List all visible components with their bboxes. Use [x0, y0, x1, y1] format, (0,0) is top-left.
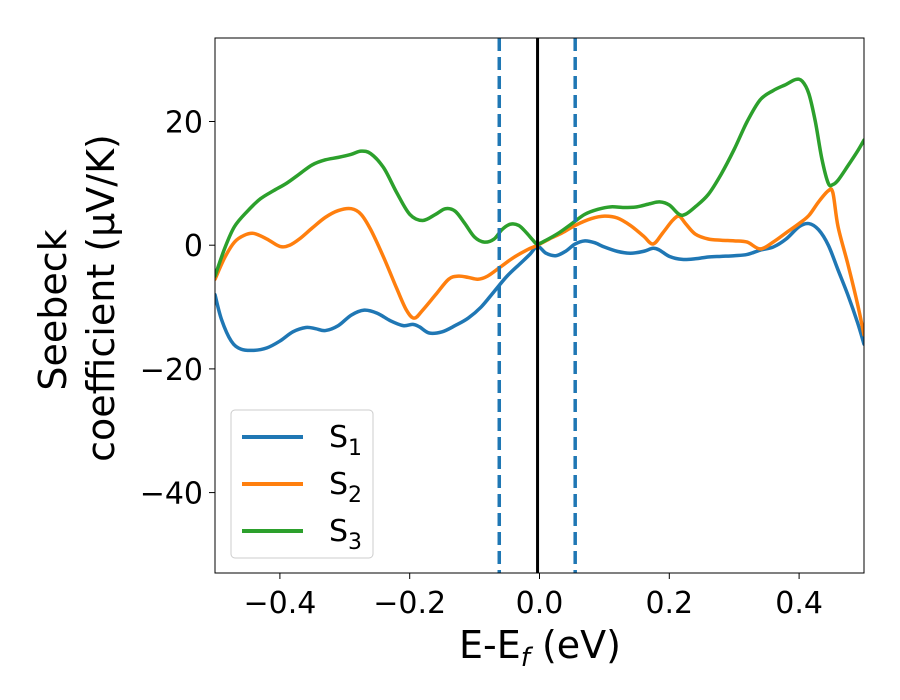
legend-label-s3: S3: [329, 514, 362, 555]
y-axis-title-line2: coefficient (μV/K): [79, 134, 123, 462]
legend-label-s2: S2: [329, 467, 362, 508]
legend-label-s1: S1: [329, 420, 362, 461]
x-tick-label: 0.4: [775, 586, 823, 621]
y-tick-label: −20: [140, 353, 203, 388]
legend: S1 S2 S3: [230, 409, 374, 559]
x-tick-label: −0.2: [373, 586, 446, 621]
x-axis: −0.4 −0.2 0.0 0.2 0.4: [243, 573, 823, 621]
x-tick-label: 0.2: [645, 586, 693, 621]
x-tick-label: −0.4: [243, 586, 316, 621]
y-tick-label: 0: [184, 229, 203, 264]
y-tick-label: −40: [140, 477, 203, 512]
vline-layer: [497, 38, 577, 573]
y-axis-title-line1: Seebeck: [31, 229, 75, 390]
series-layer: [215, 77, 864, 353]
series-line-s3: [215, 77, 864, 278]
y-tick-label: 20: [165, 105, 203, 140]
x-axis-title: E-Ef (eV): [459, 623, 621, 673]
x-axis-title-unit: (eV): [530, 623, 621, 667]
y-axis: 20 0 −20 −40: [140, 105, 215, 512]
legend-items: S1 S2 S3: [242, 420, 362, 555]
series-line-s2: [215, 187, 864, 337]
x-axis-title-main: E-E: [459, 623, 521, 667]
x-tick-label: 0.0: [516, 586, 564, 621]
